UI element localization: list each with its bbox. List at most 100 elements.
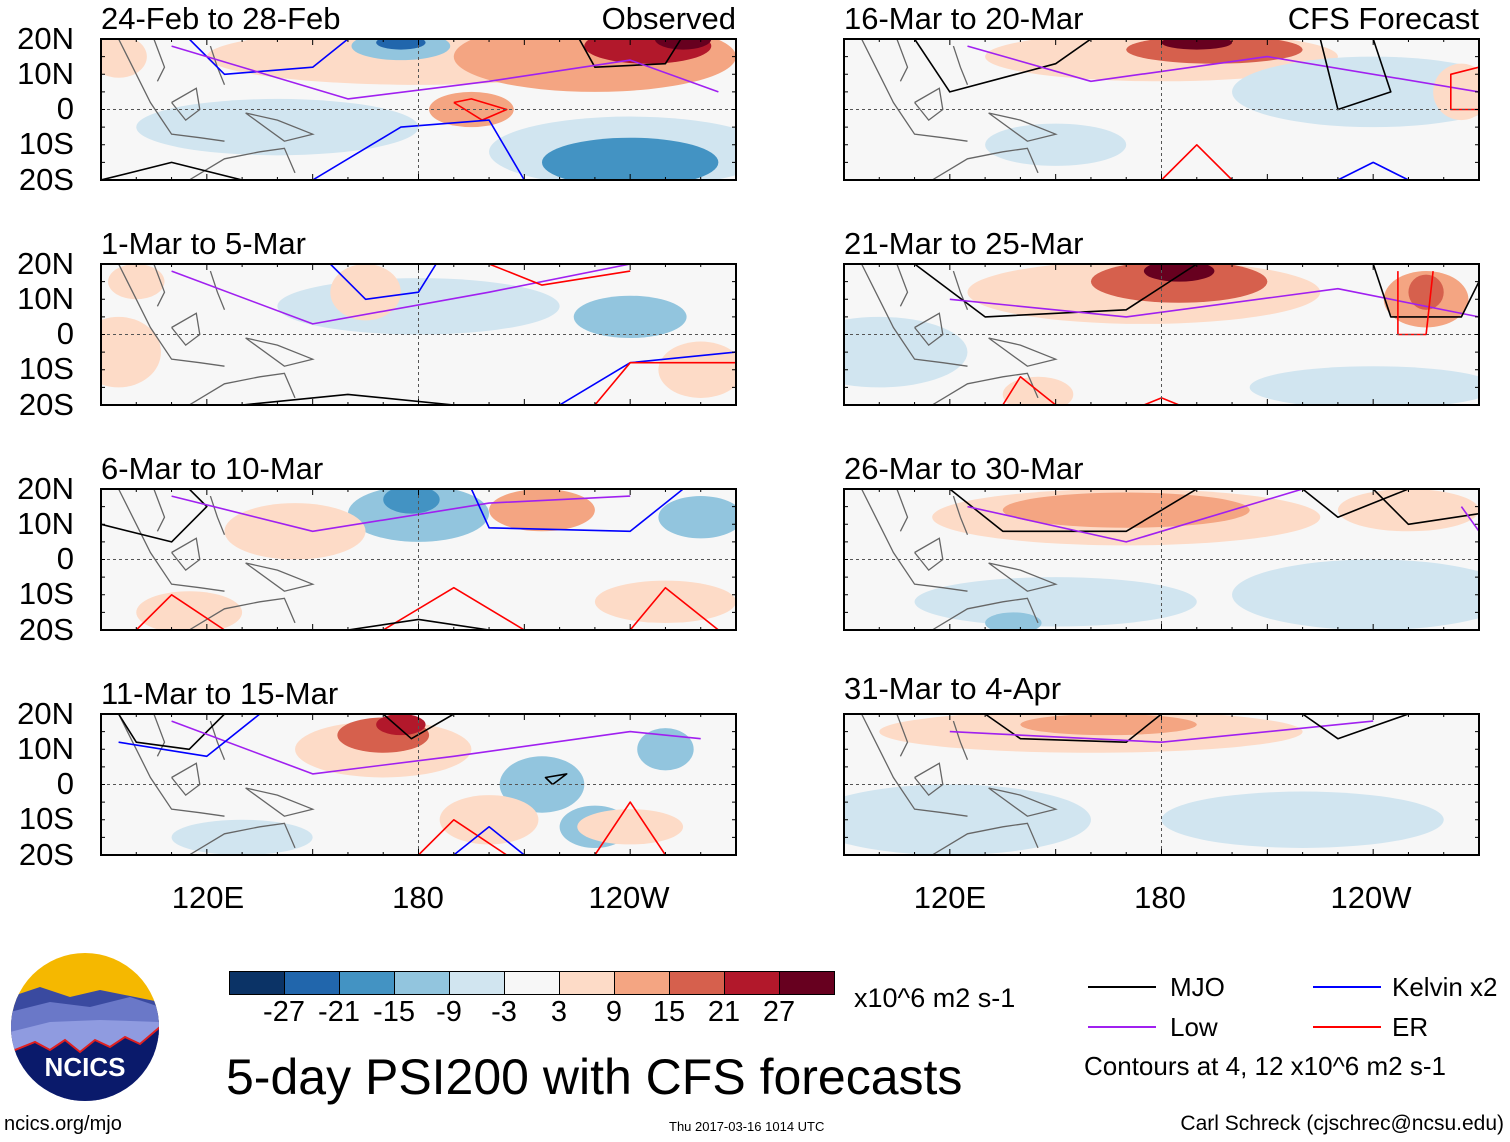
anomaly-shading xyxy=(101,39,147,78)
coastline xyxy=(896,489,909,532)
coastline xyxy=(188,372,296,405)
anomaly-shading xyxy=(1337,489,1479,532)
logo-text: NCICS xyxy=(45,1052,126,1082)
contour-line xyxy=(1160,144,1233,180)
contour-line xyxy=(967,489,1303,543)
anomaly-shading xyxy=(224,503,366,560)
lat-label: 0 xyxy=(56,541,74,576)
panel-title: 26-Mar to 30-Mar xyxy=(844,451,1084,486)
map-panel xyxy=(843,38,1480,181)
panel-title: 1-Mar to 5-Mar xyxy=(101,226,306,261)
anomaly-shading xyxy=(136,591,243,630)
contour-line xyxy=(382,586,525,630)
coastline xyxy=(245,562,315,592)
contour-line xyxy=(1337,161,1409,180)
anomaly-shading xyxy=(136,98,419,156)
colorbar-swatch xyxy=(725,972,780,994)
contour-line xyxy=(1460,506,1479,532)
map-panel xyxy=(100,38,737,181)
colorbar-swatch xyxy=(395,972,450,994)
anomaly-shading xyxy=(1161,791,1444,848)
legend-line-low xyxy=(1088,1026,1156,1028)
coastline xyxy=(245,787,315,817)
anomaly-shading xyxy=(658,496,736,539)
legend-label: Kelvin x2 xyxy=(1392,972,1498,1002)
contour-line xyxy=(1372,264,1479,318)
map-panel xyxy=(100,713,737,856)
footer-author[interactable]: Carl Schreck (cjschrec@ncsu.edu) xyxy=(1180,1112,1504,1135)
coastline xyxy=(952,720,969,761)
footer-url[interactable]: ncics.org/mjo xyxy=(4,1113,122,1135)
anomaly-shading xyxy=(1433,63,1479,121)
colorbar xyxy=(229,971,835,995)
panel-title: 24-Feb to 28-Feb xyxy=(101,1,341,36)
colorbar-tick: 9 xyxy=(605,996,623,1028)
coastline xyxy=(209,495,226,536)
coastline xyxy=(931,597,1039,630)
contour-line xyxy=(578,39,682,68)
anomaly-shading xyxy=(1232,56,1479,128)
lat-label: 10S xyxy=(18,351,74,386)
contour-line xyxy=(1302,714,1409,740)
coastline xyxy=(245,112,315,142)
contour-line xyxy=(544,773,568,786)
coastline xyxy=(118,264,225,367)
coastline xyxy=(896,39,909,82)
anomaly-shading xyxy=(654,39,712,50)
lon-label: 180 xyxy=(1134,880,1186,915)
legend-note: Contours at 4, 12 x10^6 m2 s-1 xyxy=(1084,1051,1446,1081)
anomaly-shading xyxy=(101,316,161,388)
anomaly-shading xyxy=(1161,39,1233,50)
contour-line xyxy=(913,39,1092,93)
anomaly-shading xyxy=(1232,559,1479,630)
lat-label: 0 xyxy=(56,316,74,351)
coastline xyxy=(861,489,968,592)
colorbar-tick: 21 xyxy=(707,996,741,1028)
colorbar-swatch xyxy=(285,972,340,994)
contour-line xyxy=(594,801,667,855)
lon-label: 120W xyxy=(1330,880,1412,915)
contour-line xyxy=(135,594,225,630)
colorbar-tick: -3 xyxy=(491,996,517,1028)
anomaly-shading xyxy=(637,728,694,771)
contour-line xyxy=(382,714,455,740)
anomaly-shading xyxy=(383,489,440,514)
panel-tag-forecast: CFS Forecast xyxy=(1287,1,1479,36)
lat-label: 0 xyxy=(56,91,74,126)
coastline xyxy=(988,112,1058,142)
contour-line xyxy=(1372,489,1479,526)
lat-label: 10S xyxy=(18,576,74,611)
colorbar-swatch xyxy=(505,972,560,994)
map-panel xyxy=(100,263,737,406)
figure-title: 5-day PSI200 with CFS forecasts xyxy=(226,1049,963,1105)
contour-line xyxy=(117,714,226,751)
anomaly-shading xyxy=(573,295,687,339)
colorbar-swatch xyxy=(780,972,834,994)
map-panel xyxy=(100,488,737,631)
map-panel xyxy=(843,488,1480,631)
colorbar-tick: -27 xyxy=(263,996,305,1028)
coastline xyxy=(188,597,296,630)
anomaly-shading xyxy=(489,489,595,532)
coastline xyxy=(118,39,225,142)
lat-label: 20N xyxy=(17,696,74,731)
lat-label: 20S xyxy=(18,162,74,197)
anomaly-shading xyxy=(1002,492,1250,528)
coastline xyxy=(952,495,969,536)
contour-line xyxy=(1319,39,1392,111)
anomaly-shading xyxy=(429,91,514,128)
contour-line xyxy=(629,586,719,630)
coastline xyxy=(188,822,296,855)
anomaly-shading xyxy=(985,612,1042,630)
anomaly-shading xyxy=(376,39,426,50)
anomaly-shading xyxy=(1090,264,1268,303)
anomaly-shading xyxy=(330,264,401,321)
coastline xyxy=(861,714,968,817)
lon-label: 120W xyxy=(588,880,670,915)
panel-title: 21-Mar to 25-Mar xyxy=(844,226,1084,261)
contour-line xyxy=(453,98,508,121)
colorbar-tick: -21 xyxy=(318,996,360,1028)
coastline xyxy=(988,337,1058,367)
coastline xyxy=(153,264,166,307)
anomaly-shading xyxy=(108,264,165,300)
